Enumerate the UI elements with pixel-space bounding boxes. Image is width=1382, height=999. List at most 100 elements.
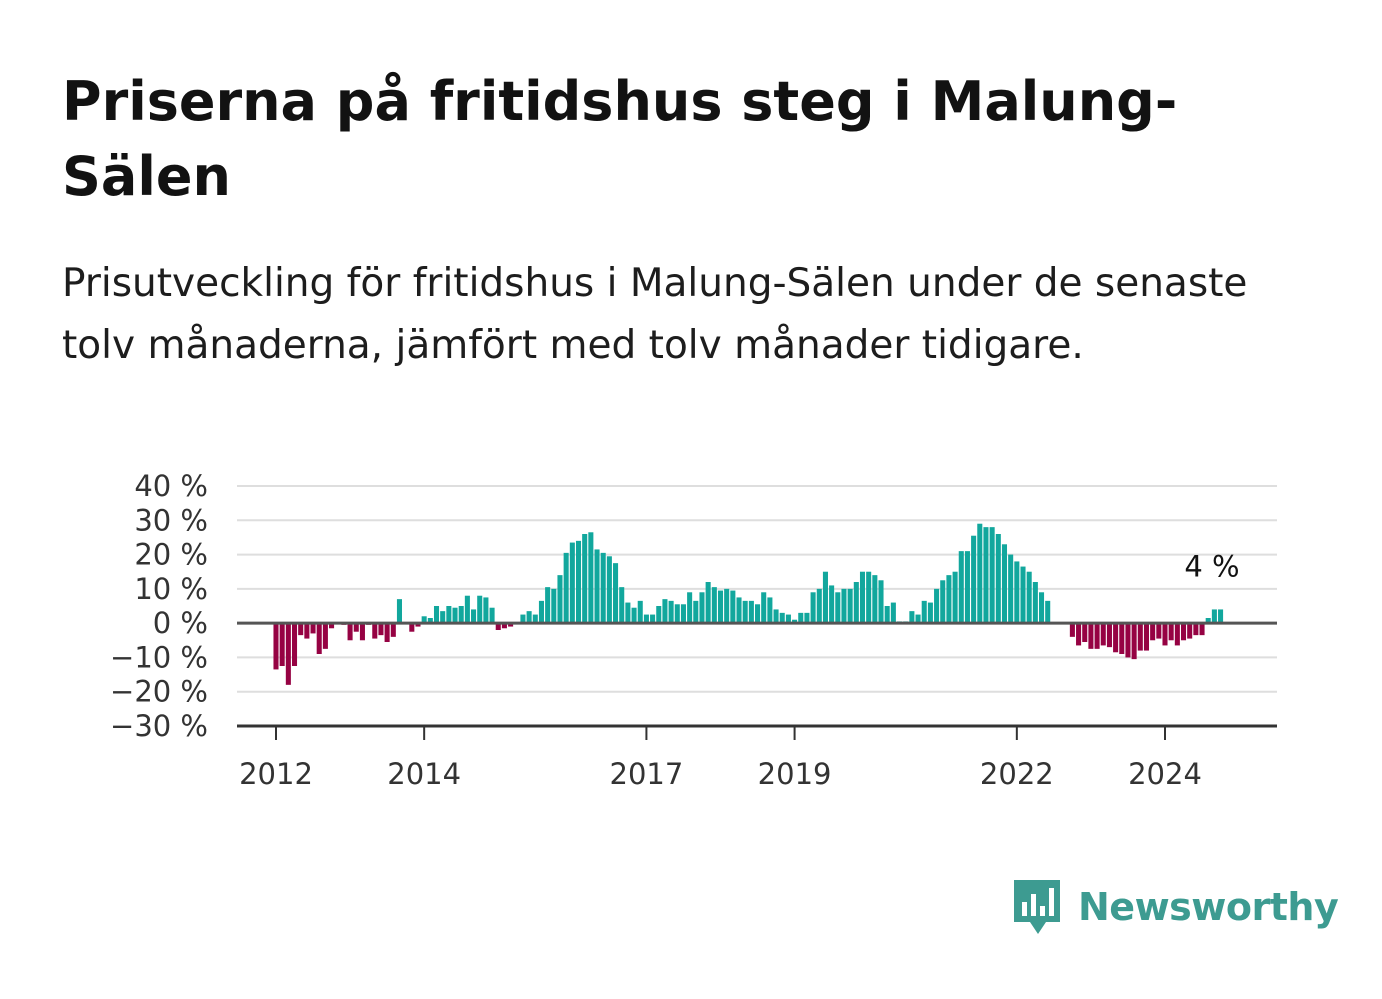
- bar: [1113, 623, 1119, 653]
- bar: [755, 604, 761, 624]
- bar: [761, 592, 767, 624]
- bar: [742, 600, 748, 624]
- bar: [1125, 623, 1131, 658]
- x-tick-label: 2022: [980, 757, 1054, 791]
- bar: [625, 602, 631, 624]
- bar: [538, 600, 544, 624]
- bar: [613, 563, 619, 624]
- bar: [736, 597, 742, 624]
- x-tick-label: 2019: [758, 757, 832, 791]
- bar: [446, 606, 452, 624]
- bar: [489, 607, 495, 624]
- bar: [1045, 600, 1051, 624]
- bar: [804, 612, 810, 624]
- bar: [841, 588, 847, 624]
- bar: [575, 540, 582, 624]
- bar: [971, 535, 977, 624]
- bar: [1069, 623, 1075, 637]
- bar: [1082, 623, 1088, 642]
- chart-title: Priserna på fritidshus steg i Malung-Säl…: [62, 70, 1178, 208]
- bar: [705, 582, 711, 624]
- chart-subtitle: Prisutveckling för fritidshus i Malung-S…: [62, 261, 1248, 368]
- bar: [724, 588, 730, 624]
- bar: [977, 523, 983, 624]
- bar: [915, 614, 921, 624]
- bar: [409, 623, 415, 632]
- bar: [1193, 623, 1199, 636]
- bar: [1001, 544, 1008, 624]
- y-tick-label: 10 %: [134, 572, 208, 606]
- bar-chart: 40 %30 %20 %10 %0 %−10 %−20 %−30 % 2012 20…: [110, 469, 1277, 791]
- bar: [656, 606, 662, 624]
- bar: [1131, 623, 1137, 660]
- bar: [279, 623, 285, 666]
- bar: [329, 623, 335, 629]
- bar: [1187, 623, 1193, 639]
- bar: [779, 612, 785, 624]
- bar: [1119, 623, 1125, 654]
- bar: [872, 575, 878, 624]
- bar: [1180, 623, 1187, 641]
- y-tick-label: −20 %: [110, 675, 208, 709]
- bar: [1199, 623, 1205, 636]
- bar: [415, 623, 421, 627]
- bar: [995, 534, 1001, 624]
- bar: [483, 597, 489, 624]
- bar: [964, 551, 970, 624]
- bar: [884, 606, 890, 624]
- bar: [853, 582, 859, 624]
- bar: [1100, 623, 1106, 646]
- y-tick-label: 0 %: [153, 606, 208, 640]
- bar: [1218, 609, 1224, 624]
- bar: [520, 614, 526, 624]
- bar: [557, 575, 563, 624]
- bar: [792, 619, 798, 624]
- bar: [477, 595, 483, 624]
- bar: [643, 614, 649, 624]
- bar: [310, 623, 316, 634]
- y-tick-label: 20 %: [134, 538, 208, 572]
- bar: [316, 623, 322, 654]
- bar: [674, 604, 680, 624]
- bar: [508, 623, 514, 627]
- bar: [1094, 623, 1100, 649]
- bar: [822, 571, 828, 624]
- bar: [773, 609, 779, 624]
- bar: [890, 602, 896, 624]
- bar: [1032, 582, 1038, 624]
- bar: [421, 616, 427, 624]
- bar: [440, 611, 446, 624]
- bar: [693, 600, 699, 624]
- bar: [711, 587, 717, 624]
- bar: [687, 592, 693, 624]
- bar: [1143, 623, 1150, 651]
- bar: [748, 600, 754, 624]
- bar: [433, 606, 440, 624]
- brand-name: Newsworthy: [1078, 885, 1339, 929]
- bar: [909, 611, 915, 624]
- bar: [526, 611, 532, 624]
- bar: [1137, 623, 1143, 651]
- bar: [1026, 571, 1032, 624]
- bar: [298, 623, 304, 636]
- bar: [859, 571, 866, 624]
- y-tick-label: −10 %: [110, 640, 208, 674]
- x-tick-label: 2017: [610, 757, 684, 791]
- bar: [650, 614, 656, 624]
- bar: [958, 551, 964, 624]
- bar: [384, 623, 390, 642]
- bar: [1174, 623, 1180, 646]
- bar: [1088, 623, 1094, 649]
- bar: [606, 556, 612, 624]
- bar: [866, 571, 872, 624]
- bar: [322, 623, 328, 649]
- bar: [495, 623, 501, 630]
- bar: [471, 609, 477, 624]
- bar: [1008, 554, 1014, 624]
- y-tick-label: 30 %: [134, 503, 208, 537]
- bar: [563, 552, 569, 624]
- bar: [717, 590, 724, 624]
- y-tick-label: 40 %: [134, 469, 208, 503]
- bar: [1168, 623, 1174, 641]
- bar: [940, 580, 946, 624]
